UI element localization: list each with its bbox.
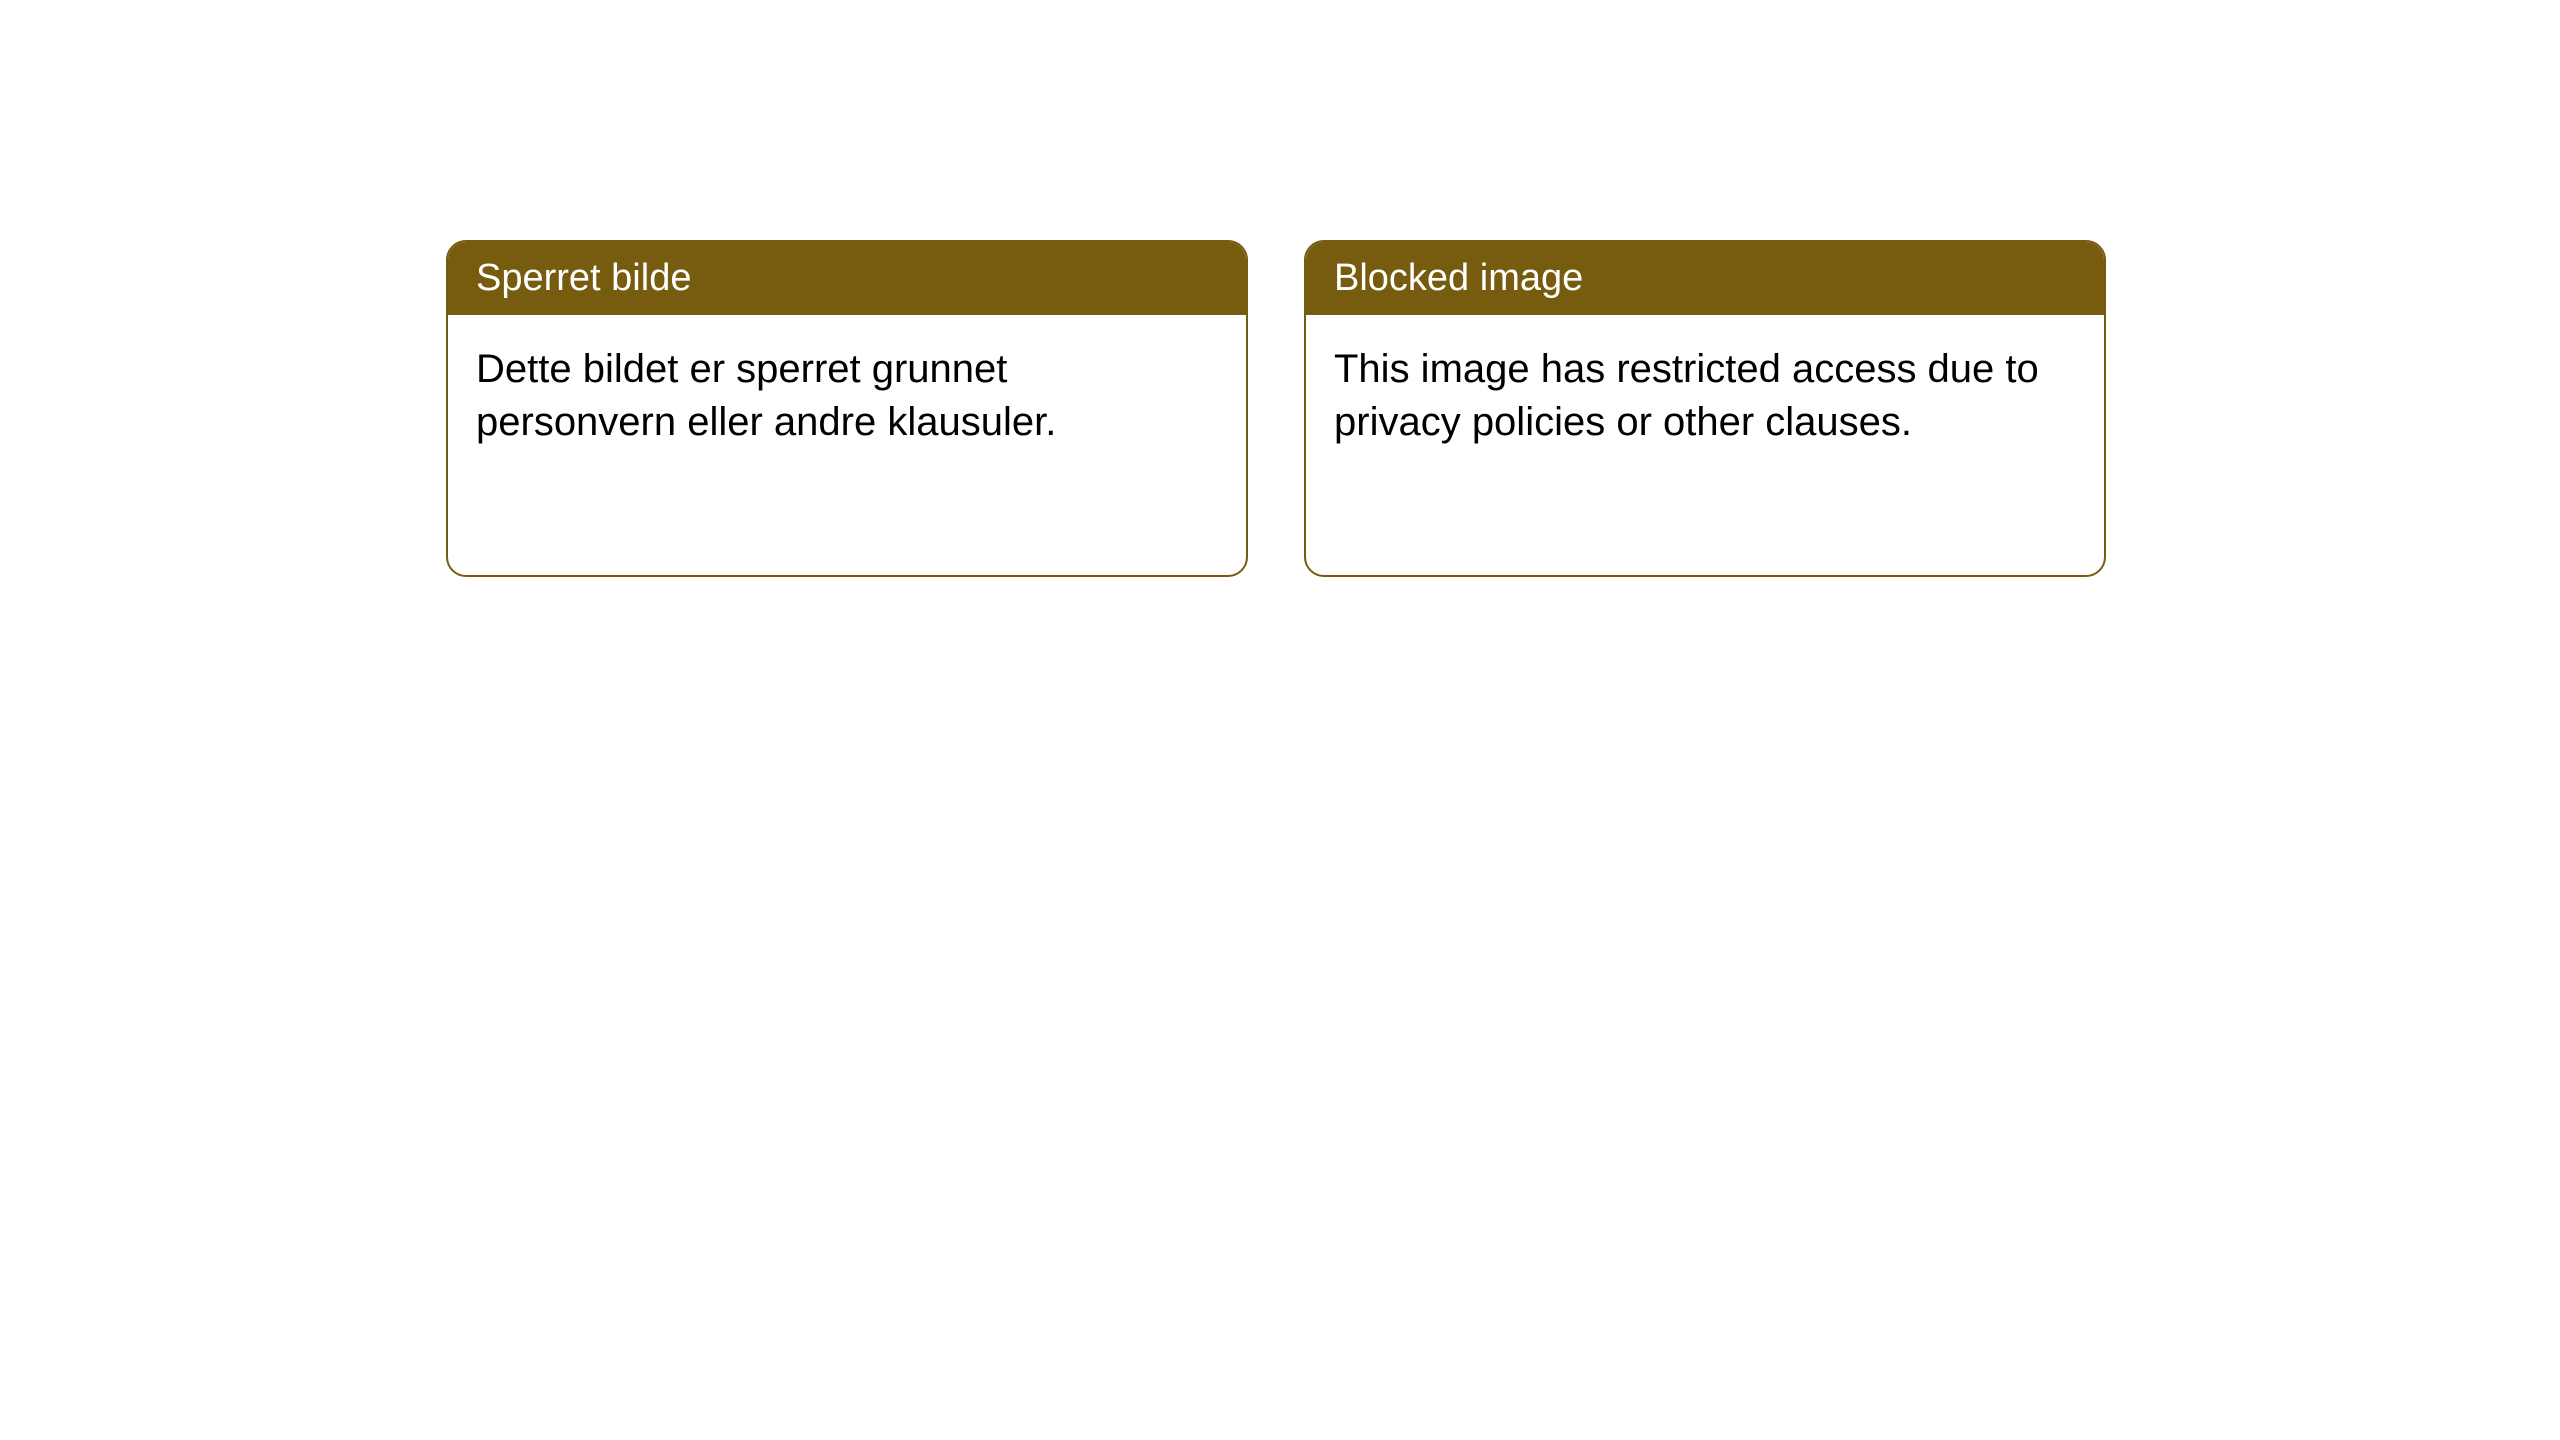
card-body-text: Dette bildet er sperret grunnet personve… xyxy=(476,347,1056,444)
card-body-text: This image has restricted access due to … xyxy=(1334,347,2039,444)
card-body: This image has restricted access due to … xyxy=(1306,315,2104,477)
card-header: Sperret bilde xyxy=(448,242,1246,315)
blocked-image-card-en: Blocked image This image has restricted … xyxy=(1304,240,2106,577)
card-header: Blocked image xyxy=(1306,242,2104,315)
blocked-image-card-no: Sperret bilde Dette bildet er sperret gr… xyxy=(446,240,1248,577)
card-body: Dette bildet er sperret grunnet personve… xyxy=(448,315,1246,477)
card-title: Sperret bilde xyxy=(476,257,691,299)
card-title: Blocked image xyxy=(1334,257,1583,299)
cards-container: Sperret bilde Dette bildet er sperret gr… xyxy=(0,0,2560,577)
